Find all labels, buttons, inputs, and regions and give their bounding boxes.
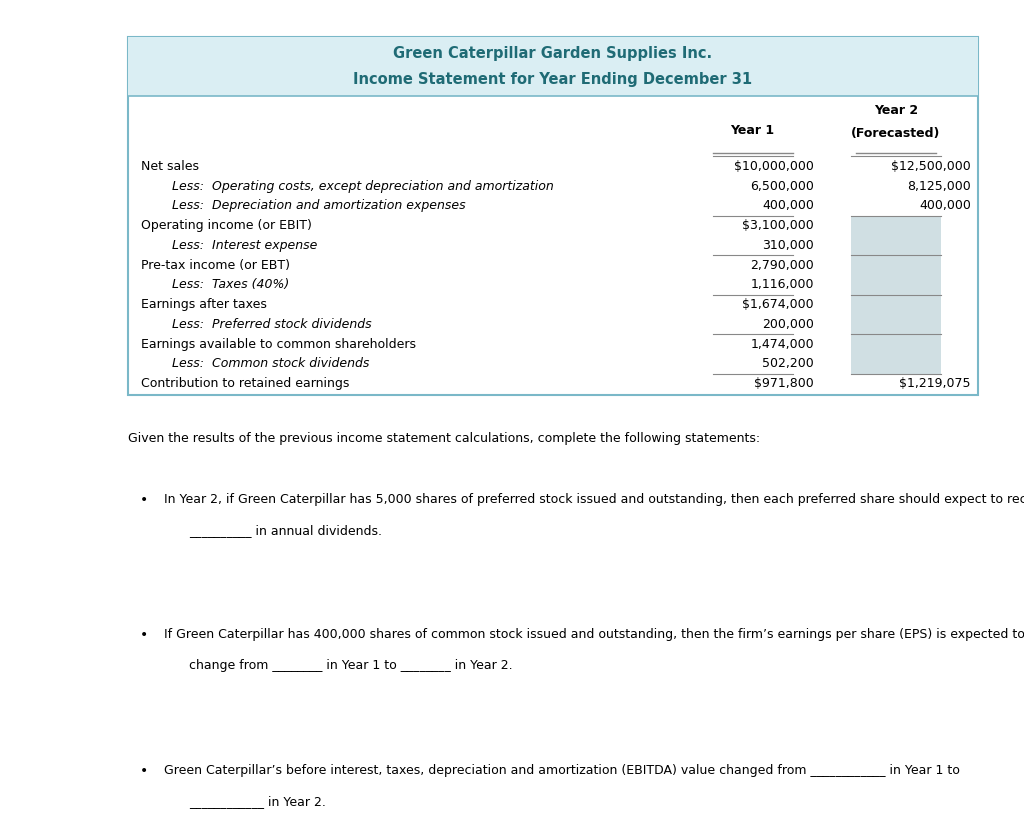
Bar [851,255,941,275]
Text: 1,116,000: 1,116,000 [751,279,814,292]
Text: 1,474,000: 1,474,000 [751,337,814,350]
Text: Given the results of the previous income statement calculations, complete the fo: Given the results of the previous income… [128,432,760,445]
Text: Green Caterpillar Garden Supplies Inc.: Green Caterpillar Garden Supplies Inc. [393,46,713,61]
Text: Pre-tax income (or EBT): Pre-tax income (or EBT) [141,258,291,271]
Bar [851,216,941,236]
Text: $971,800: $971,800 [755,377,814,390]
Bar [851,236,941,255]
Text: $12,500,000: $12,500,000 [891,160,971,173]
Text: Less:  Depreciation and amortization expenses: Less: Depreciation and amortization expe… [172,200,466,213]
Text: 400,000: 400,000 [919,200,971,213]
Text: Contribution to retained earnings: Contribution to retained earnings [141,377,349,390]
Text: Less:  Operating costs, except depreciation and amortization: Less: Operating costs, except depreciati… [172,179,554,192]
Text: Net sales: Net sales [141,160,200,173]
Text: 8,125,000: 8,125,000 [907,179,971,192]
Text: $3,100,000: $3,100,000 [742,219,814,232]
Text: ____________ in Year 2.: ____________ in Year 2. [189,795,327,808]
Text: 200,000: 200,000 [762,318,814,331]
Bar [851,354,941,374]
Text: Earnings after taxes: Earnings after taxes [141,298,267,311]
Text: If Green Caterpillar has 400,000 shares of common stock issued and outstanding, : If Green Caterpillar has 400,000 shares … [164,628,1024,641]
Bar [851,334,941,354]
Text: Less:  Taxes (40%): Less: Taxes (40%) [172,279,290,292]
Text: $1,219,075: $1,219,075 [899,377,971,390]
Text: 6,500,000: 6,500,000 [751,179,814,192]
Text: change from ________ in Year 1 to ________ in Year 2.: change from ________ in Year 1 to ______… [189,659,513,672]
Text: $1,674,000: $1,674,000 [742,298,814,311]
Text: Operating income (or EBIT): Operating income (or EBIT) [141,219,312,232]
Bar [851,295,941,315]
Text: Year 2: Year 2 [873,104,919,117]
Text: $10,000,000: $10,000,000 [734,160,814,173]
Bar [128,37,978,395]
Text: (Forecasted): (Forecasted) [851,127,941,140]
Bar [128,37,978,96]
Bar [851,315,941,334]
Text: Income Statement for Year Ending December 31: Income Statement for Year Ending Decembe… [353,72,753,87]
Text: 502,200: 502,200 [762,358,814,371]
Text: Less:  Preferred stock dividends: Less: Preferred stock dividends [172,318,372,331]
Bar [851,275,941,295]
Text: •: • [140,764,148,778]
Text: Less:  Interest expense: Less: Interest expense [172,239,317,252]
Text: Year 1: Year 1 [730,124,775,137]
Text: In Year 2, if Green Caterpillar has 5,000 shares of preferred stock issued and o: In Year 2, if Green Caterpillar has 5,00… [164,493,1024,506]
Text: __________ in annual dividends.: __________ in annual dividends. [189,524,382,537]
Text: 400,000: 400,000 [762,200,814,213]
Text: Earnings available to common shareholders: Earnings available to common shareholder… [141,337,417,350]
Text: 2,790,000: 2,790,000 [751,258,814,271]
Text: Green Caterpillar’s before interest, taxes, depreciation and amortization (EBITD: Green Caterpillar’s before interest, tax… [164,764,959,777]
Text: •: • [140,493,148,507]
Text: Less:  Common stock dividends: Less: Common stock dividends [172,358,370,371]
Text: 310,000: 310,000 [762,239,814,252]
Text: •: • [140,628,148,642]
